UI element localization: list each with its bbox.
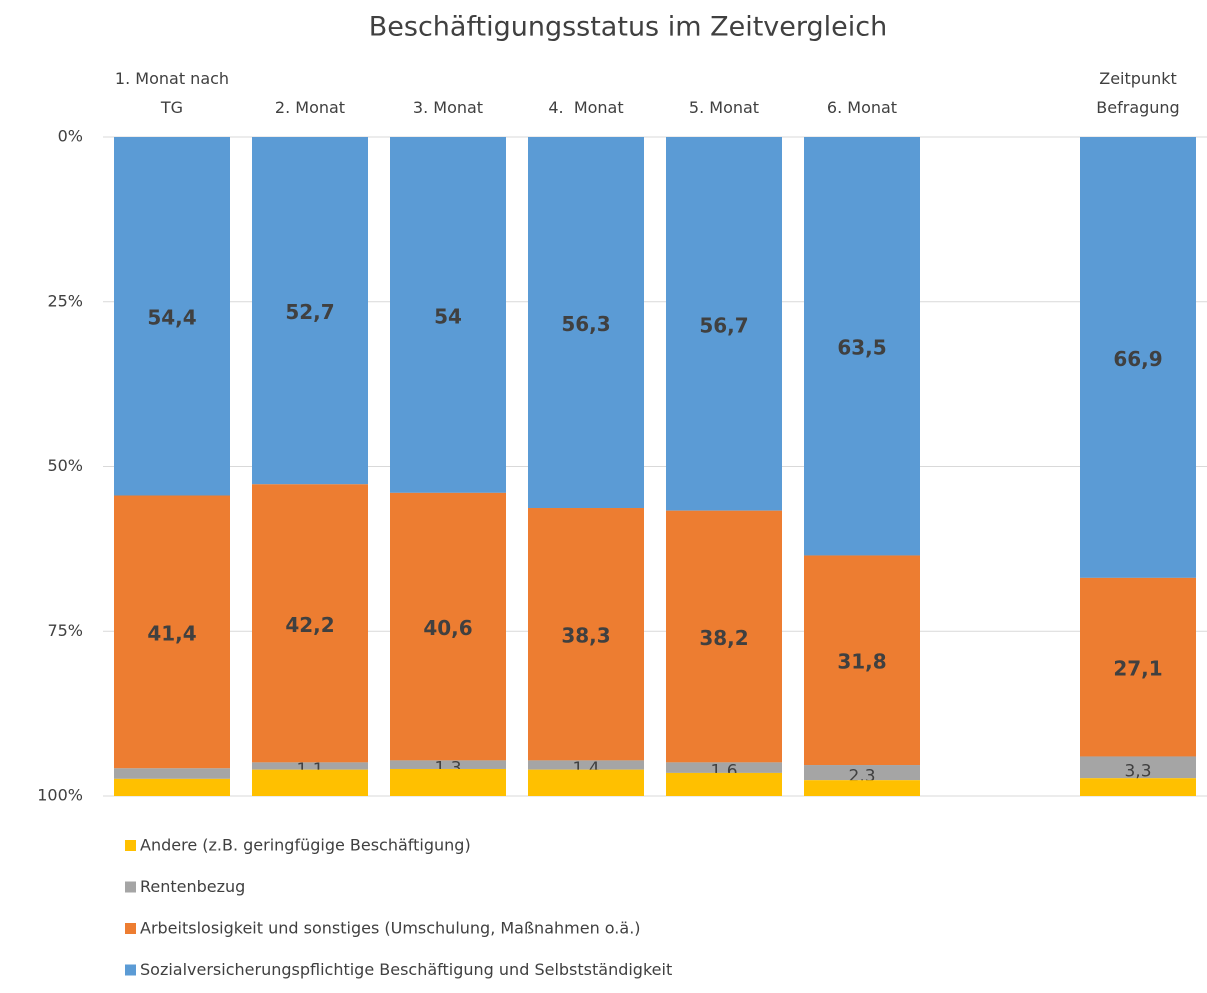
legend-swatch [125,840,136,851]
legend-label: Andere (z.B. geringfügige Beschäftigung) [140,836,471,855]
bar-segment [666,510,782,763]
bar-segment [114,495,230,769]
legend-label: Arbeitslosigkeit und sonstiges (Umschulu… [140,919,641,938]
bar-segment [390,137,506,493]
bar-segment [252,484,368,763]
bar-segment [666,137,782,511]
bar-segment [390,760,506,769]
data-label: 38,2 [699,626,748,650]
bar-segment [114,778,230,796]
bar-segment [528,769,644,796]
bar-segment [1080,137,1196,578]
x-tick-label: 2. Monat [274,98,346,117]
data-label: 56,3 [561,312,610,336]
y-tick-label: 25% [47,291,83,310]
legend-swatch [125,964,136,976]
legend-label: Rentenbezug [140,877,245,896]
bar-segment [666,762,782,773]
bar-segment [804,555,920,766]
x-tick-label: 3. Monat [412,98,484,117]
bar-segment [114,768,230,779]
bar-segment [114,137,230,496]
bar-segment [1080,577,1196,757]
data-label: 41,4 [147,621,196,645]
data-label: 63,5 [837,336,886,360]
data-label: 38,3 [561,624,610,648]
data-label: 27,1 [1113,657,1162,681]
data-label: 56,7 [699,313,748,337]
bar-segment [528,508,644,761]
y-tick-label: 75% [47,621,83,640]
data-label: 3,3 [1124,761,1151,781]
bar-segment [252,769,368,796]
x-tick-label: 5. Monat [688,98,760,117]
data-label: 31,8 [837,650,886,674]
bar-segment [390,768,506,796]
bar-segment [390,492,506,761]
x-tick-label: 6. Monat [826,98,898,117]
bar-segment [252,137,368,485]
y-tick-label: 100% [37,786,83,805]
x-tick-label: 4. Monat [548,98,624,117]
data-label: 40,6 [423,616,472,640]
legend-label: Sozialversicherungspflichtige Beschäftig… [140,960,672,979]
legend-swatch [125,881,136,893]
x-tick-label: 1. Monat nach TG [114,69,230,117]
y-tick-label: 50% [47,456,83,475]
bar-segment [804,780,920,796]
data-label: 54 [434,304,462,328]
bar-segment [666,772,782,796]
bar-segment [1080,778,1196,796]
data-label: 54,4 [147,306,196,330]
bar-segment [804,137,920,556]
data-label: 66,9 [1113,347,1162,371]
bar-segment [528,137,644,509]
bar-segment [528,760,644,770]
bar-segment [804,765,920,781]
chart-title: Beschäftigungsstatus im Zeitvergleich [369,12,887,43]
x-tick-label: Zeitpunkt Befragung [1096,69,1180,117]
data-label: 42,2 [285,613,334,637]
legend-swatch [125,923,136,934]
bar-segment [252,762,368,770]
bar-segment [1080,756,1196,779]
y-tick-label: 0% [58,127,83,146]
data-label: 52,7 [285,300,334,324]
